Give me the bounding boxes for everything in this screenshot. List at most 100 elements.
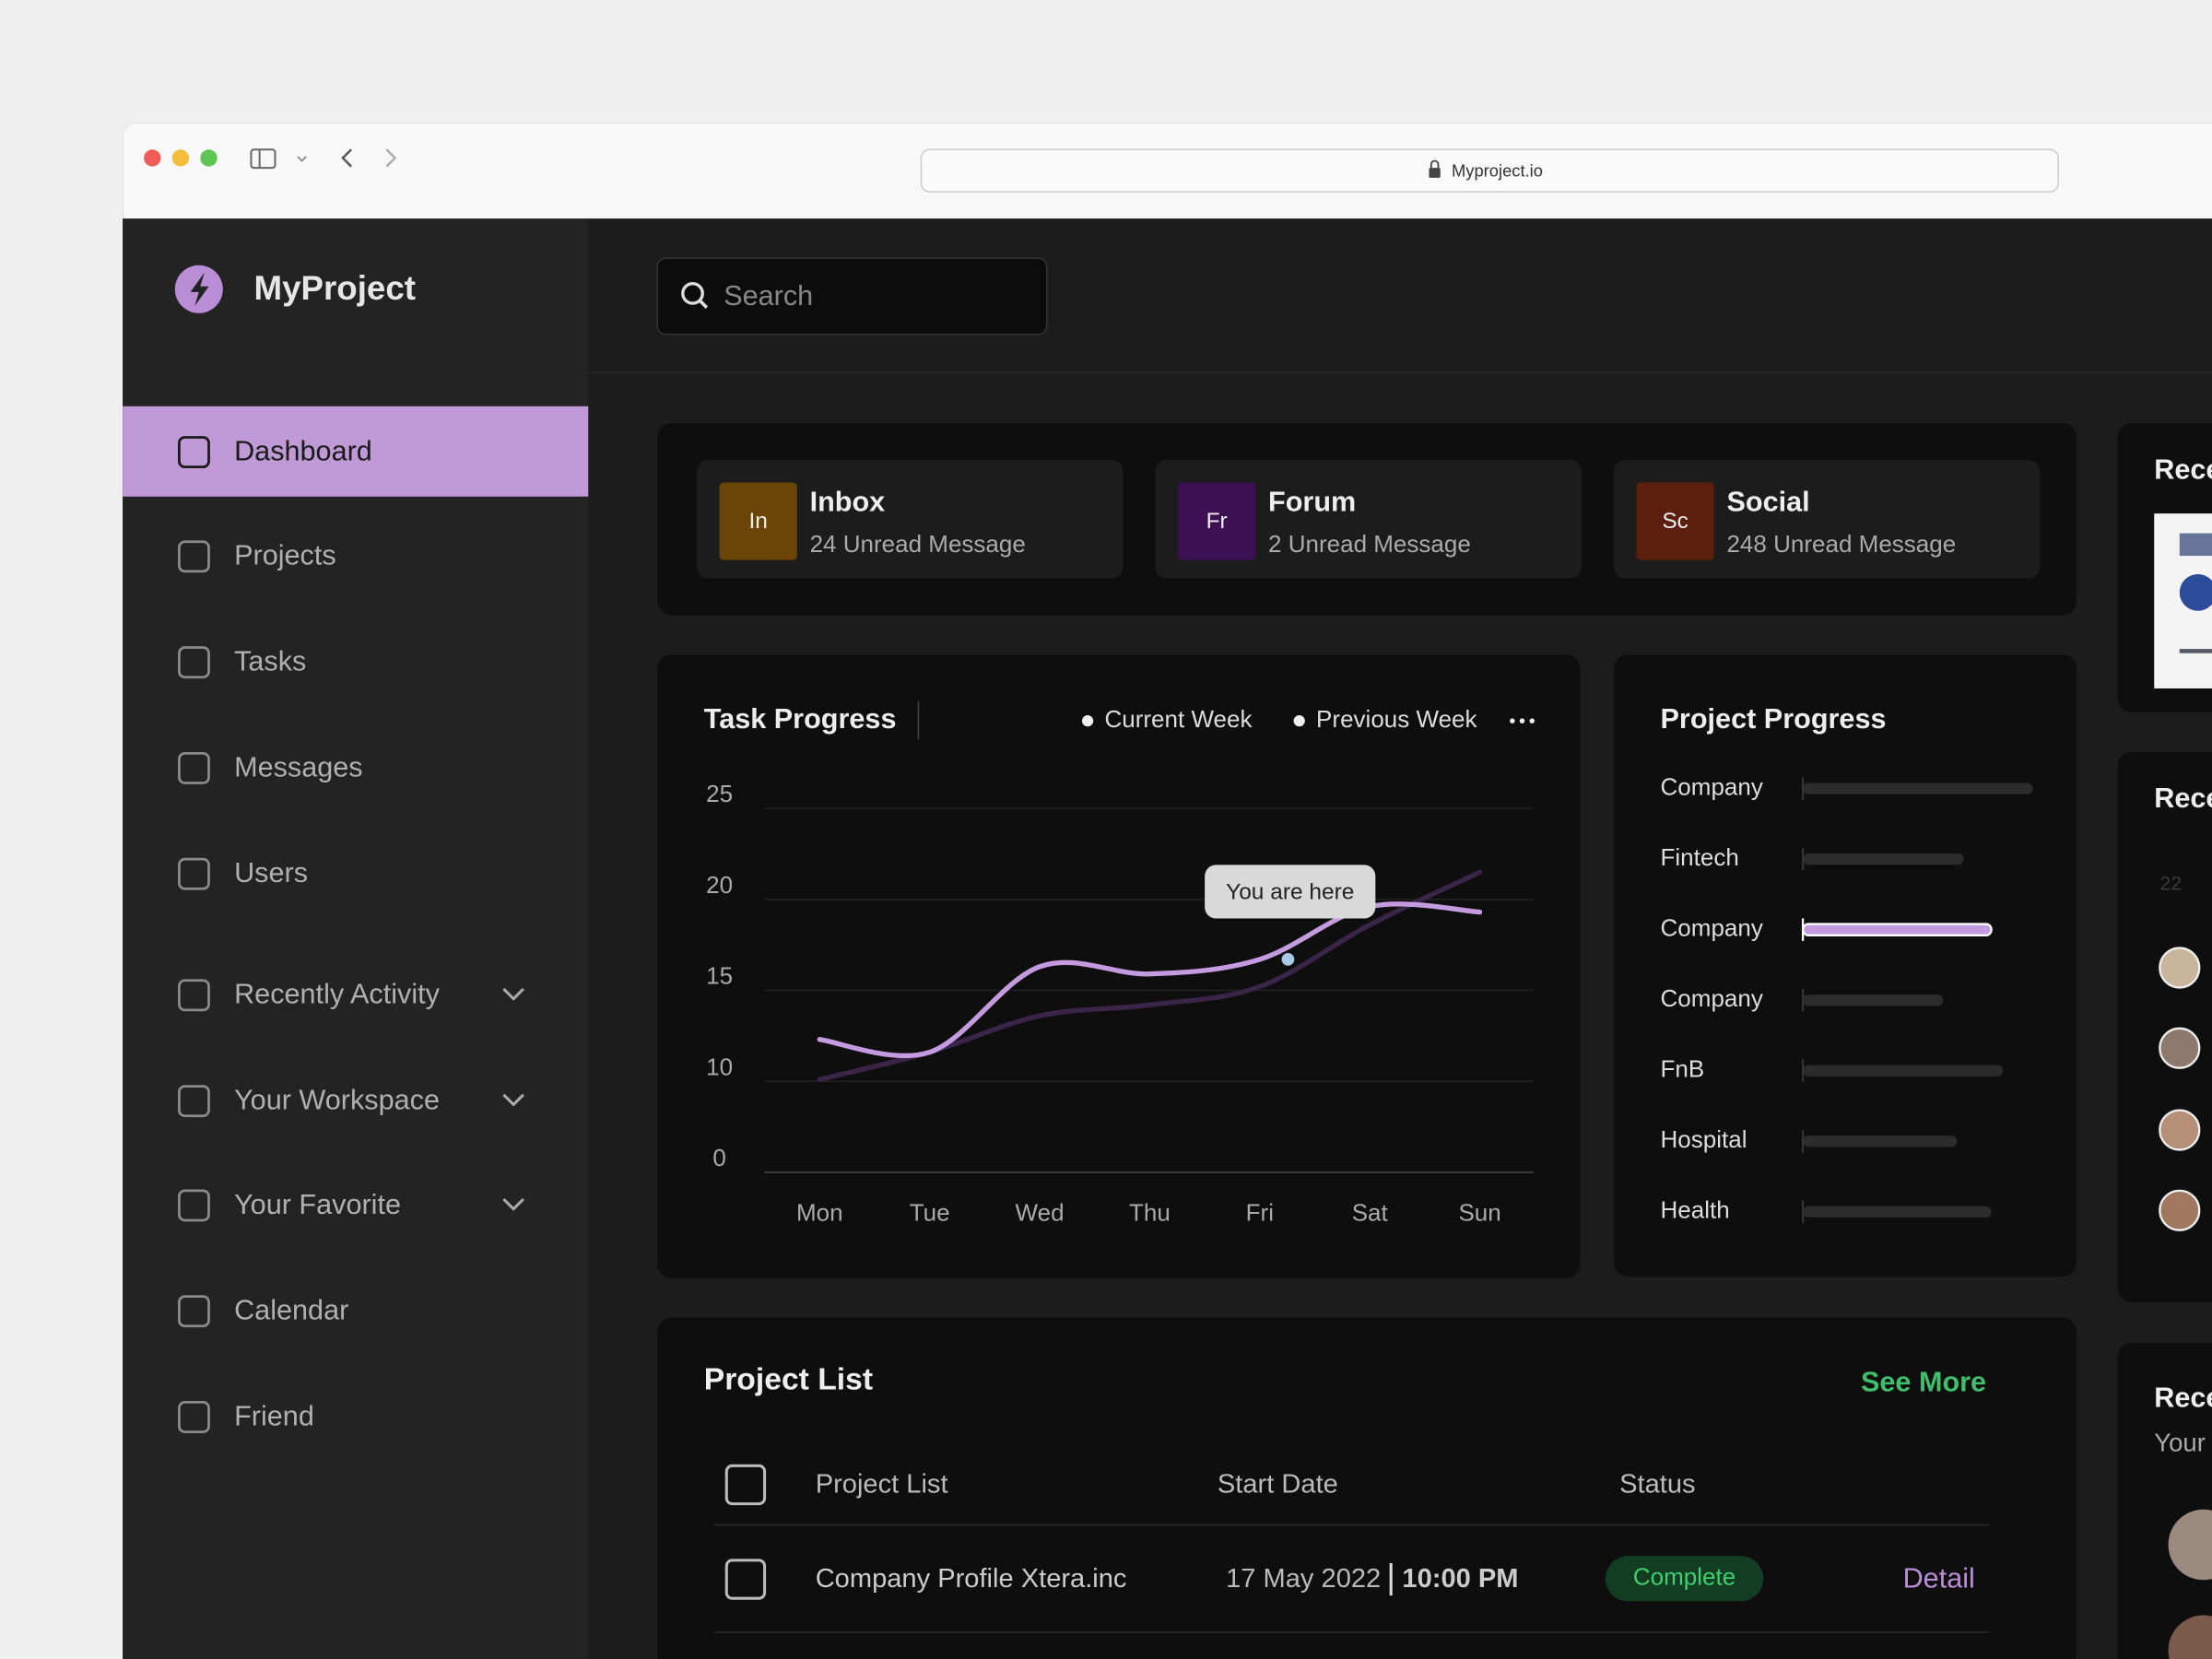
- y-tick-label: 0: [712, 1144, 725, 1171]
- message-cards: In Inbox 24 Unread Message Fr Forum 2 Unread …: [697, 459, 2041, 579]
- card-badge: [719, 482, 797, 560]
- menu-label[interactable]: Recently Activity: [234, 979, 441, 1010]
- thumbnail-heading: [2179, 533, 2212, 557]
- legend-marker: [1293, 715, 1305, 727]
- x-tick-label: Thu: [1129, 1199, 1171, 1227]
- menu-icon: [178, 751, 210, 784]
- y-tick-label: 25: [706, 780, 733, 807]
- search-icon-handle: [698, 299, 709, 309]
- zoom-button[interactable]: [200, 149, 218, 167]
- url: Myproject.io: [1452, 161, 1543, 181]
- menu-label[interactable]: Your Favorite: [234, 1189, 401, 1220]
- x-tick-label: Tue: [910, 1199, 950, 1227]
- more-button[interactable]: [1510, 718, 1535, 724]
- y-tick-label: 15: [706, 962, 733, 990]
- menu-icon: [178, 979, 210, 1012]
- bar: [1803, 1135, 1958, 1147]
- expand-chevron[interactable]: [502, 1093, 524, 1107]
- y-tick-label: 20: [706, 871, 733, 899]
- annotation-text: You are here: [1226, 879, 1354, 904]
- menu-icon: [178, 436, 210, 469]
- menu-icon: [178, 857, 210, 890]
- sidebar-menu: Dashboard Projects Tasks Messages Users Recen…: [123, 406, 589, 1433]
- menu-icon: [178, 540, 210, 573]
- minimize-button[interactable]: [171, 149, 190, 167]
- message-card[interactable]: [697, 459, 1124, 579]
- tab-dropdown[interactable]: [297, 156, 307, 162]
- panel-title: Rece: [2154, 782, 2212, 814]
- expand-chevron[interactable]: [502, 987, 524, 1001]
- menu-icon: [178, 1085, 210, 1118]
- bar: [1803, 1065, 2004, 1077]
- start-time: 10:00 PM: [1402, 1564, 1518, 1594]
- column-header: Start Date: [1218, 1469, 1338, 1499]
- status-text: Complete: [1633, 1563, 1735, 1591]
- active-item-background[interactable]: [123, 406, 589, 497]
- chart-title: Project Progress: [1661, 703, 1887, 735]
- bar: [1803, 782, 2033, 794]
- panel-title: Rece: [2154, 453, 2212, 485]
- chart-title: Task Progress: [704, 703, 897, 735]
- thumbnail-graphic: [2179, 573, 2212, 611]
- back-button[interactable]: [341, 148, 352, 168]
- select-all-checkbox[interactable]: [724, 1464, 767, 1506]
- forward-button[interactable]: [385, 148, 397, 168]
- x-tick-label: Wed: [1016, 1199, 1065, 1227]
- y-tick-label: Company: [1661, 772, 1763, 800]
- card-title: Social: [1726, 487, 1809, 518]
- menu-label[interactable]: Dashboard: [234, 435, 372, 466]
- menu-icon: [178, 1401, 210, 1433]
- legend-marker: [1081, 715, 1094, 727]
- bar: [1803, 853, 1964, 865]
- search-box[interactable]: [656, 257, 1048, 335]
- avatar: [2168, 1509, 2212, 1581]
- close-button[interactable]: [144, 149, 161, 167]
- column-header: Project List: [816, 1469, 948, 1499]
- sidebar-toggle[interactable]: [250, 148, 276, 170]
- menu-label[interactable]: Your Workspace: [234, 1085, 440, 1116]
- menu-label[interactable]: Messages: [234, 751, 363, 782]
- search-placeholder: Search: [724, 280, 813, 312]
- row-checkbox[interactable]: [724, 1559, 767, 1600]
- project-name: Company Profile Xtera.inc: [816, 1564, 1127, 1594]
- card-badge-text: Fr: [1206, 509, 1228, 534]
- line-chart: 0 10 15 20 25 Mon Tue Wed Thu Fri Sat Sun Current We…: [706, 705, 1534, 1227]
- card-badge: [1636, 482, 1714, 560]
- message-card[interactable]: [1614, 459, 2041, 579]
- menu-label[interactable]: Projects: [234, 540, 336, 571]
- card-badge-text: In: [748, 509, 767, 534]
- status-pill: [1605, 1556, 1764, 1602]
- annotation-box: [1205, 865, 1376, 919]
- see-more-link[interactable]: See More: [1861, 1367, 1986, 1398]
- menu-label[interactable]: Users: [234, 857, 308, 888]
- menu-label[interactable]: Friend: [234, 1400, 314, 1431]
- calendar-date: 22: [2159, 872, 2182, 894]
- recent-panel: [2117, 751, 2212, 1302]
- panel-subtitle: Your: [2154, 1429, 2206, 1457]
- bar-chart: Company Fintech Company Company FnB Hospital H…: [1661, 772, 2033, 1224]
- menu-label[interactable]: Tasks: [234, 645, 306, 677]
- column-header: Status: [1619, 1469, 1695, 1499]
- project-progress-panel: [1614, 654, 2077, 1277]
- lock-icon: [1429, 159, 1441, 178]
- start-date: 17 May 2022: [1226, 1564, 1381, 1594]
- project-list-title: Project List: [704, 1362, 873, 1396]
- detail-link[interactable]: Detail: [1903, 1562, 1975, 1594]
- annotation-point: [1281, 953, 1295, 966]
- expand-chevron[interactable]: [502, 1197, 524, 1211]
- recent-panel: [2117, 1343, 2212, 1659]
- menu-icon: [178, 1295, 210, 1328]
- card-badge: [1178, 482, 1256, 560]
- y-tick-label: Fintech: [1661, 843, 1739, 871]
- y-tick-label: 10: [706, 1053, 733, 1080]
- brand-name: MyProject: [254, 269, 417, 307]
- menu-label[interactable]: Calendar: [234, 1295, 348, 1326]
- search-icon: [681, 281, 704, 305]
- address-bar[interactable]: [920, 148, 2059, 193]
- bar: [1801, 923, 1993, 936]
- avatar: [2168, 1615, 2212, 1659]
- y-tick-label: Health: [1661, 1196, 1730, 1224]
- menu-icon: [178, 1189, 210, 1222]
- message-card[interactable]: [1155, 459, 1582, 579]
